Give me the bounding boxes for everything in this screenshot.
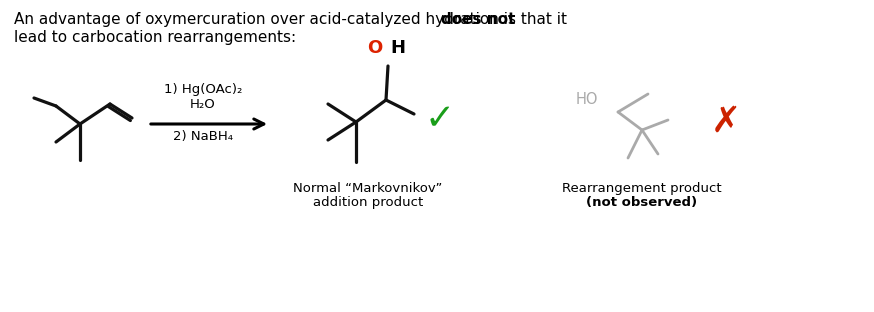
Text: does not: does not	[441, 12, 516, 27]
Text: ✗: ✗	[711, 105, 741, 139]
Text: Rearrangement product: Rearrangement product	[562, 182, 722, 195]
Text: O: O	[367, 39, 382, 57]
Text: 1) Hg(OAc)₂: 1) Hg(OAc)₂	[163, 83, 242, 96]
Text: (not observed): (not observed)	[586, 196, 697, 209]
Text: H₂O: H₂O	[191, 98, 216, 111]
Text: lead to carbocation rearrangements:: lead to carbocation rearrangements:	[14, 30, 296, 45]
Text: ✓: ✓	[425, 102, 455, 136]
Text: 2) NaBH₄: 2) NaBH₄	[173, 130, 233, 143]
Text: Normal “Markovnikov”: Normal “Markovnikov”	[294, 182, 443, 195]
Text: addition product: addition product	[313, 196, 423, 209]
Text: An advantage of oxymercuration over acid-catalyzed hydration is that it: An advantage of oxymercuration over acid…	[14, 12, 572, 27]
Text: HO: HO	[576, 92, 599, 108]
Text: H: H	[390, 39, 405, 57]
